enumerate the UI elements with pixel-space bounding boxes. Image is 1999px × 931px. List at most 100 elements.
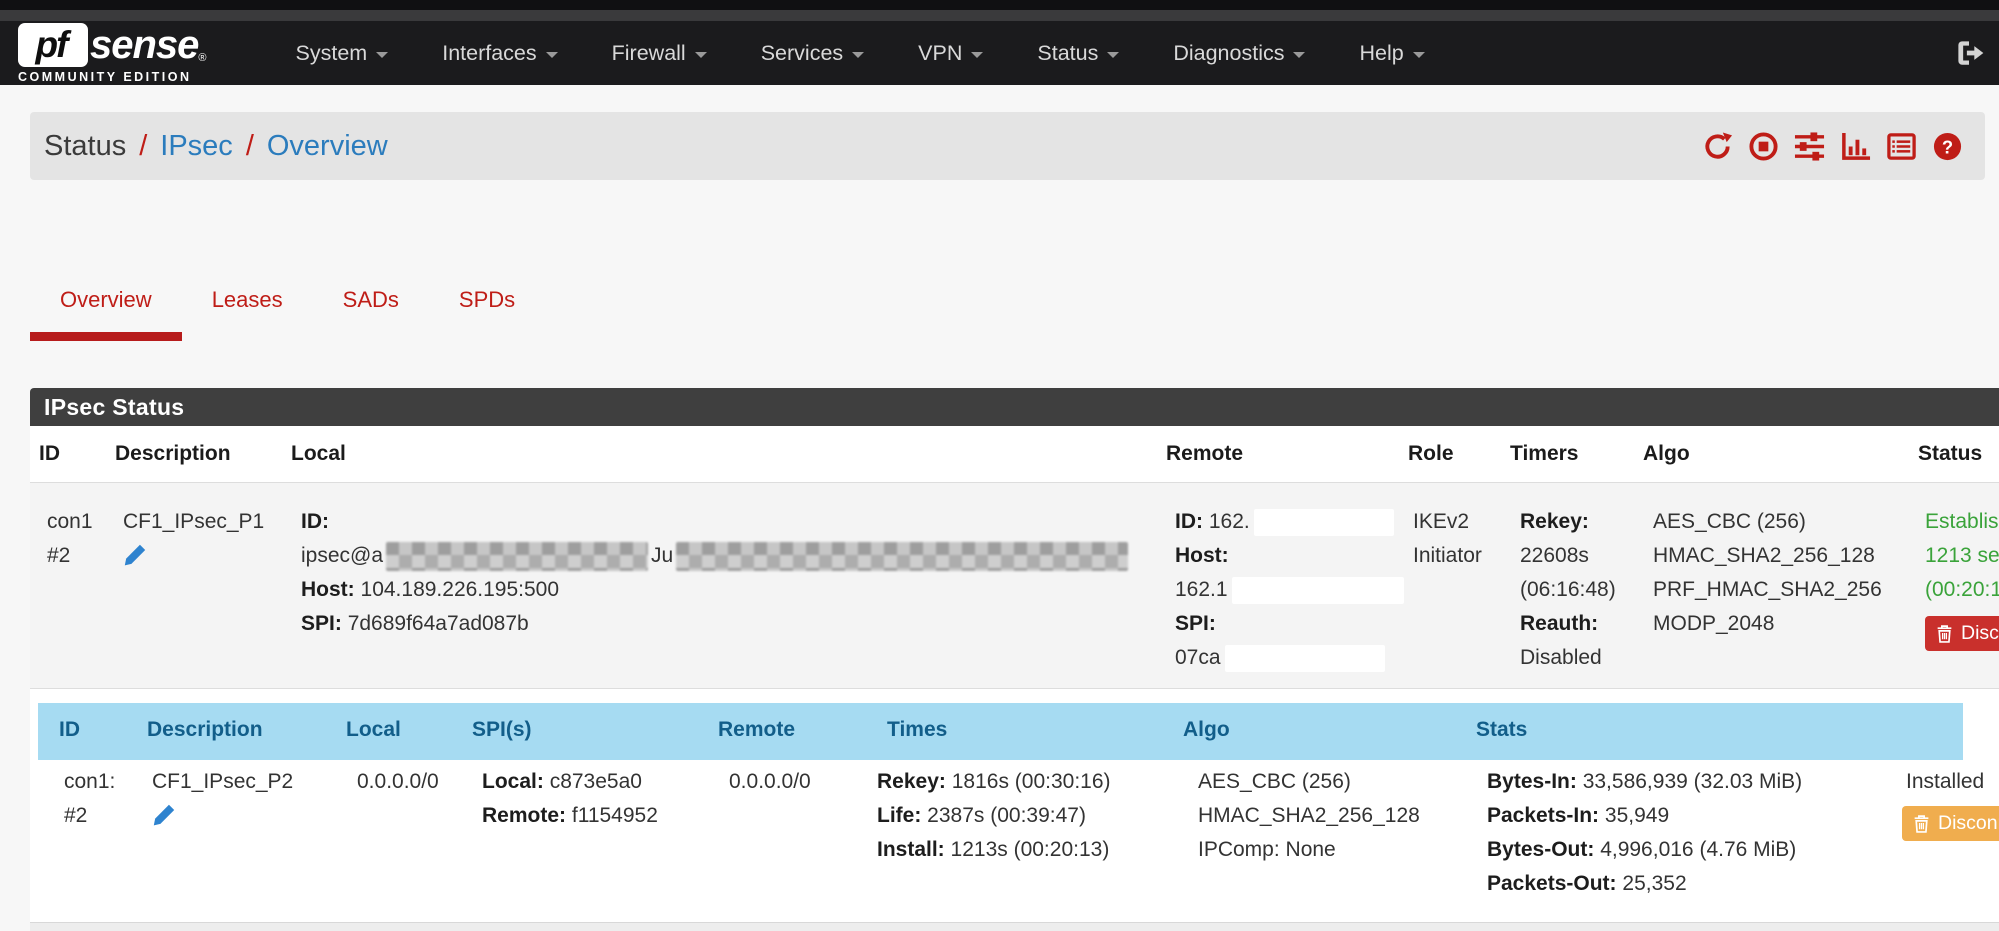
bytes-in-value: 33,586,939 (32.03 MiB)	[1582, 770, 1803, 793]
breadcrumb-trail: Status / IPsec / Overview	[44, 130, 388, 163]
chevron-down-icon	[376, 51, 389, 58]
chevron-down-icon	[545, 51, 558, 58]
col-header-algo: Algo	[1643, 442, 1690, 465]
chevron-down-icon	[694, 51, 707, 58]
sign-out-icon[interactable]	[1952, 36, 1986, 70]
tab-overview[interactable]: Overview	[30, 287, 182, 341]
pfsense-logo[interactable]: pf sense ® COMMUNITY EDITION	[18, 23, 207, 84]
child-life-value: 2387s (00:39:47)	[927, 804, 1086, 827]
breadcrumb-separator: /	[245, 129, 254, 162]
child-install-value: 1213s (00:20:13)	[950, 838, 1110, 861]
redacted-box	[1231, 576, 1404, 604]
help-icon[interactable]: ?	[1932, 131, 1963, 162]
stop-icon[interactable]	[1748, 131, 1779, 162]
menu-item-firewall[interactable]: Firewall	[585, 29, 734, 78]
local-host-value: 104.189.226.195:500	[360, 578, 560, 601]
menu-item-interfaces[interactable]: Interfaces	[415, 29, 584, 78]
edit-icon[interactable]	[123, 543, 147, 567]
chevron-down-icon	[971, 51, 984, 58]
bytes-out-label: Bytes-Out:	[1487, 838, 1595, 861]
top-edge-strip	[0, 0, 1999, 10]
redacted-blur	[386, 541, 649, 571]
remote-spi-value: 07ca	[1175, 646, 1221, 669]
pfsense-logo-tagline: COMMUNITY EDITION	[18, 69, 192, 84]
child-id-number: #2	[64, 804, 88, 827]
child-col-header-remote: Remote	[718, 718, 796, 741]
list-icon[interactable]	[1886, 131, 1917, 162]
rekey-label: Rekey:	[1520, 510, 1589, 533]
child-algo-encryption: AES_CBC (256)	[1198, 770, 1351, 793]
redacted-box	[1224, 644, 1385, 672]
algo-integrity: HMAC_SHA2_256_128	[1653, 544, 1875, 567]
child-stats-cell: Bytes-In: 33,586,939 (32.03 MiB) Packets…	[1487, 765, 1802, 901]
refresh-icon[interactable]	[1702, 131, 1733, 162]
col-header-description: Description	[115, 442, 231, 465]
breadcrumb-separator: /	[139, 129, 148, 162]
child-col-header-algo: Algo	[1183, 718, 1230, 741]
child-rekey-label: Rekey:	[877, 770, 946, 793]
top-gray-strip	[0, 10, 1999, 21]
remote-id-label: ID:	[1175, 510, 1203, 533]
tab-bar: Overview Leases SADs SPDs	[30, 287, 1999, 341]
breadcrumb-overview-link[interactable]: Overview	[266, 129, 388, 162]
local-host-label: Host:	[301, 578, 355, 601]
tab-spds[interactable]: SPDs	[429, 287, 545, 341]
ike-description-cell: CF1_IPsec_P1	[123, 505, 264, 578]
edit-icon[interactable]	[152, 803, 176, 827]
status-duration-hms: (00:20:13)	[1925, 578, 1999, 601]
rekey-value: 22608s	[1520, 544, 1589, 567]
menu-item-vpn[interactable]: VPN	[891, 29, 1010, 78]
bar-chart-icon[interactable]	[1840, 131, 1871, 162]
breadcrumb-ipsec-link[interactable]: IPsec	[160, 129, 233, 162]
ike-description: CF1_IPsec_P1	[123, 510, 265, 533]
menu-item-status[interactable]: Status	[1010, 29, 1146, 78]
menu-item-diagnostics[interactable]: Diagnostics	[1146, 29, 1332, 78]
algo-prf: PRF_HMAC_SHA2_256	[1653, 578, 1882, 601]
local-id-label: ID:	[301, 510, 329, 533]
packets-out-value: 25,352	[1622, 872, 1687, 895]
child-col-header-local: Local	[346, 718, 401, 741]
ike-role-cell: IKEv2 Initiator	[1413, 505, 1482, 573]
ike-algo-cell: AES_CBC (256) HMAC_SHA2_256_128 PRF_HMAC…	[1653, 505, 1882, 641]
col-header-role: Role	[1408, 442, 1454, 465]
packets-in-value: 35,949	[1604, 804, 1670, 827]
navbar-body: pf sense ® COMMUNITY EDITION System Inte…	[0, 21, 1999, 85]
menu-item-label: Services	[760, 40, 844, 65]
child-disconnect-button-label: Disconnect	[1938, 812, 1999, 834]
local-id-value: ipsec@a	[301, 544, 384, 567]
child-disconnect-button[interactable]: Disconnect	[1902, 806, 1999, 842]
reauth-label: Reauth:	[1520, 612, 1599, 635]
menu-item-system[interactable]: System	[269, 29, 416, 78]
chevron-down-icon	[852, 51, 865, 58]
ike-status-cell: Established 1213 seconds (00:20:13) Disc…	[1925, 505, 1999, 654]
chevron-down-icon	[1412, 51, 1425, 58]
child-life-label: Life:	[877, 804, 922, 827]
child-remote-cell: 0.0.0.0/0	[729, 765, 811, 799]
menu-item-label: System	[295, 40, 368, 65]
breadcrumb-toolbar: ?	[1702, 131, 1963, 162]
disconnect-button[interactable]: Disconnect	[1925, 616, 1999, 652]
sliders-icon[interactable]	[1794, 131, 1825, 162]
tab-label: SADs	[342, 287, 399, 312]
ike-table-row: con1 #2 CF1_IPsec_P1 ID: ipsec@a Ju Host:…	[30, 483, 1999, 689]
remote-host-value: 162.1	[1175, 578, 1228, 601]
child-algo-ipcomp: IPComp: None	[1198, 838, 1336, 861]
child-col-header-spis: SPI(s)	[472, 718, 532, 741]
ike-timers-cell: Rekey: 22608s (06:16:48) Reauth: Disable…	[1520, 505, 1616, 675]
tab-sads[interactable]: SADs	[313, 287, 429, 341]
tab-leases[interactable]: Leases	[182, 287, 313, 341]
child-col-header-description: Description	[147, 718, 263, 741]
tab-label: Overview	[60, 287, 152, 312]
child-spis-cell: Local: c873e5a0 Remote: f1154952	[482, 765, 658, 833]
remote-spi-label: SPI:	[1175, 612, 1216, 635]
panel-title: IPsec Status	[44, 393, 185, 420]
menu-item-help[interactable]: Help	[1332, 29, 1451, 78]
child-status-installed: Installed	[1906, 770, 1985, 793]
spi-remote-value: f1154952	[571, 804, 658, 827]
status-established: Established	[1925, 510, 1999, 533]
reauth-value: Disabled	[1520, 646, 1602, 669]
menu-item-services[interactable]: Services	[734, 29, 891, 78]
rekey-time: (06:16:48)	[1520, 578, 1616, 601]
pfsense-logo-pf-box: pf	[18, 23, 88, 67]
child-remote-network: 0.0.0.0/0	[729, 770, 811, 793]
